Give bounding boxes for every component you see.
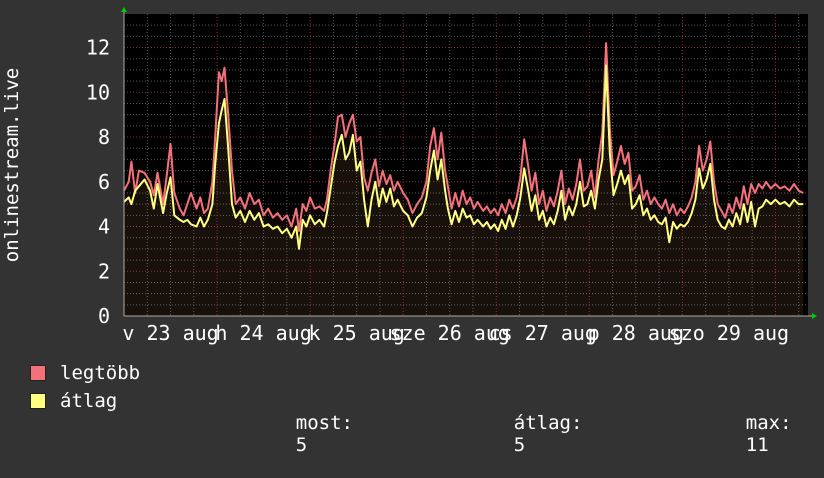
x-tick-label: h 24 aug	[215, 321, 311, 345]
legend-max-swatch	[30, 365, 46, 381]
y-tick-label: 0	[98, 304, 110, 328]
x-tick-label: p 28 aug	[588, 321, 684, 345]
legend-avg-swatch	[30, 393, 46, 409]
series-layer	[123, 42, 804, 316]
stat-now-value: 5	[295, 434, 308, 456]
series-line-max	[123, 42, 804, 232]
y-axis-label: onlinestream.live	[1, 68, 23, 262]
series-line-avg	[123, 64, 804, 250]
y-axis-arrow	[121, 7, 127, 12]
y-tick-label: 10	[86, 80, 110, 104]
series-area-avg	[124, 65, 804, 316]
stat-now-label: most:	[295, 412, 353, 434]
y-tick-label: 4	[98, 215, 110, 239]
y-tick-label: 2	[98, 259, 110, 283]
stat-peak-label: max:	[745, 412, 792, 434]
chart-root: 0 2 4 6 8 10 12 v 23 aug h 24 aug k 25 aug sze 26…	[1, 7, 817, 456]
x-tick-label: sze 26 aug	[390, 321, 510, 345]
y-tick-labels: 0 2 4 6 8 10 12	[86, 36, 110, 328]
stat-now: most: 5	[250, 390, 353, 478]
major-grid	[124, 14, 808, 316]
stat-mean-label: átlag:	[513, 412, 583, 434]
y-tick-label: 6	[98, 170, 110, 194]
x-tick-label: v 23 aug	[122, 321, 218, 345]
y-tick-label: 8	[98, 125, 110, 149]
stat-peak: max: 11	[700, 390, 792, 478]
legend-avg-label: átlag	[60, 390, 118, 412]
x-tick-label: szo 29 aug	[669, 321, 789, 345]
x-tick-label: k 25 aug	[308, 321, 404, 345]
x-axis-arrow	[812, 313, 817, 319]
x-tick-label: cs 27 aug	[489, 321, 597, 345]
legend-max-label: legtöbb	[60, 362, 141, 384]
stat-peak-value: 11	[745, 434, 769, 456]
y-tick-label: 12	[86, 36, 110, 60]
series-area-max	[124, 43, 804, 316]
plot-area	[124, 14, 808, 316]
stat-mean: átlag: 5	[468, 390, 583, 478]
axes	[121, 7, 817, 319]
legend-max: legtöbb	[30, 362, 140, 384]
stat-mean-value: 5	[513, 434, 526, 456]
legend-avg: átlag	[30, 390, 117, 412]
